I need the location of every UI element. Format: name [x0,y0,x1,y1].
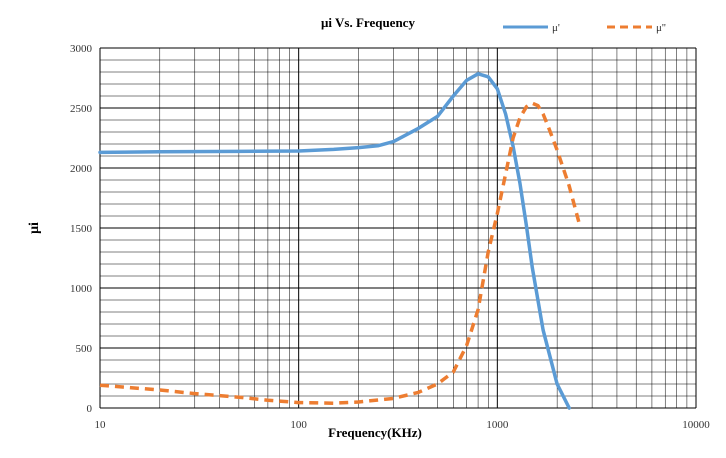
y-tick-label: 3000 [70,43,93,55]
y-tick-label: 2500 [70,103,93,115]
y-tick-label: 500 [76,343,93,355]
x-tick-label: 1000 [486,419,509,431]
x-tick-label: 10 [95,419,107,431]
legend-label-mu-double-prime: μ'' [656,22,666,34]
grid [99,47,697,409]
y-tick-label: 1000 [70,283,93,295]
y-tick-label: 1500 [70,223,93,235]
series-line-mu-double-prime [99,101,582,405]
chart-title: μi Vs. Frequency [321,15,415,30]
y-tick-label: 2000 [70,163,93,175]
x-axis-label: Frequency(KHz) [328,425,422,440]
legend-label-mu-prime: μ' [552,22,560,34]
y-tick-label: 0 [87,403,93,415]
x-tick-label: 100 [290,419,307,431]
y-axis-label: μi [27,222,42,234]
series-layer [98,72,582,410]
series-line-mu-prime [98,72,571,410]
x-tick-label: 10000 [682,419,710,431]
axes: 0 500 1000 1500 2000 2500 3000 10 100 1000 10000 [70,43,710,431]
legend: μ' μ'' [503,22,666,34]
